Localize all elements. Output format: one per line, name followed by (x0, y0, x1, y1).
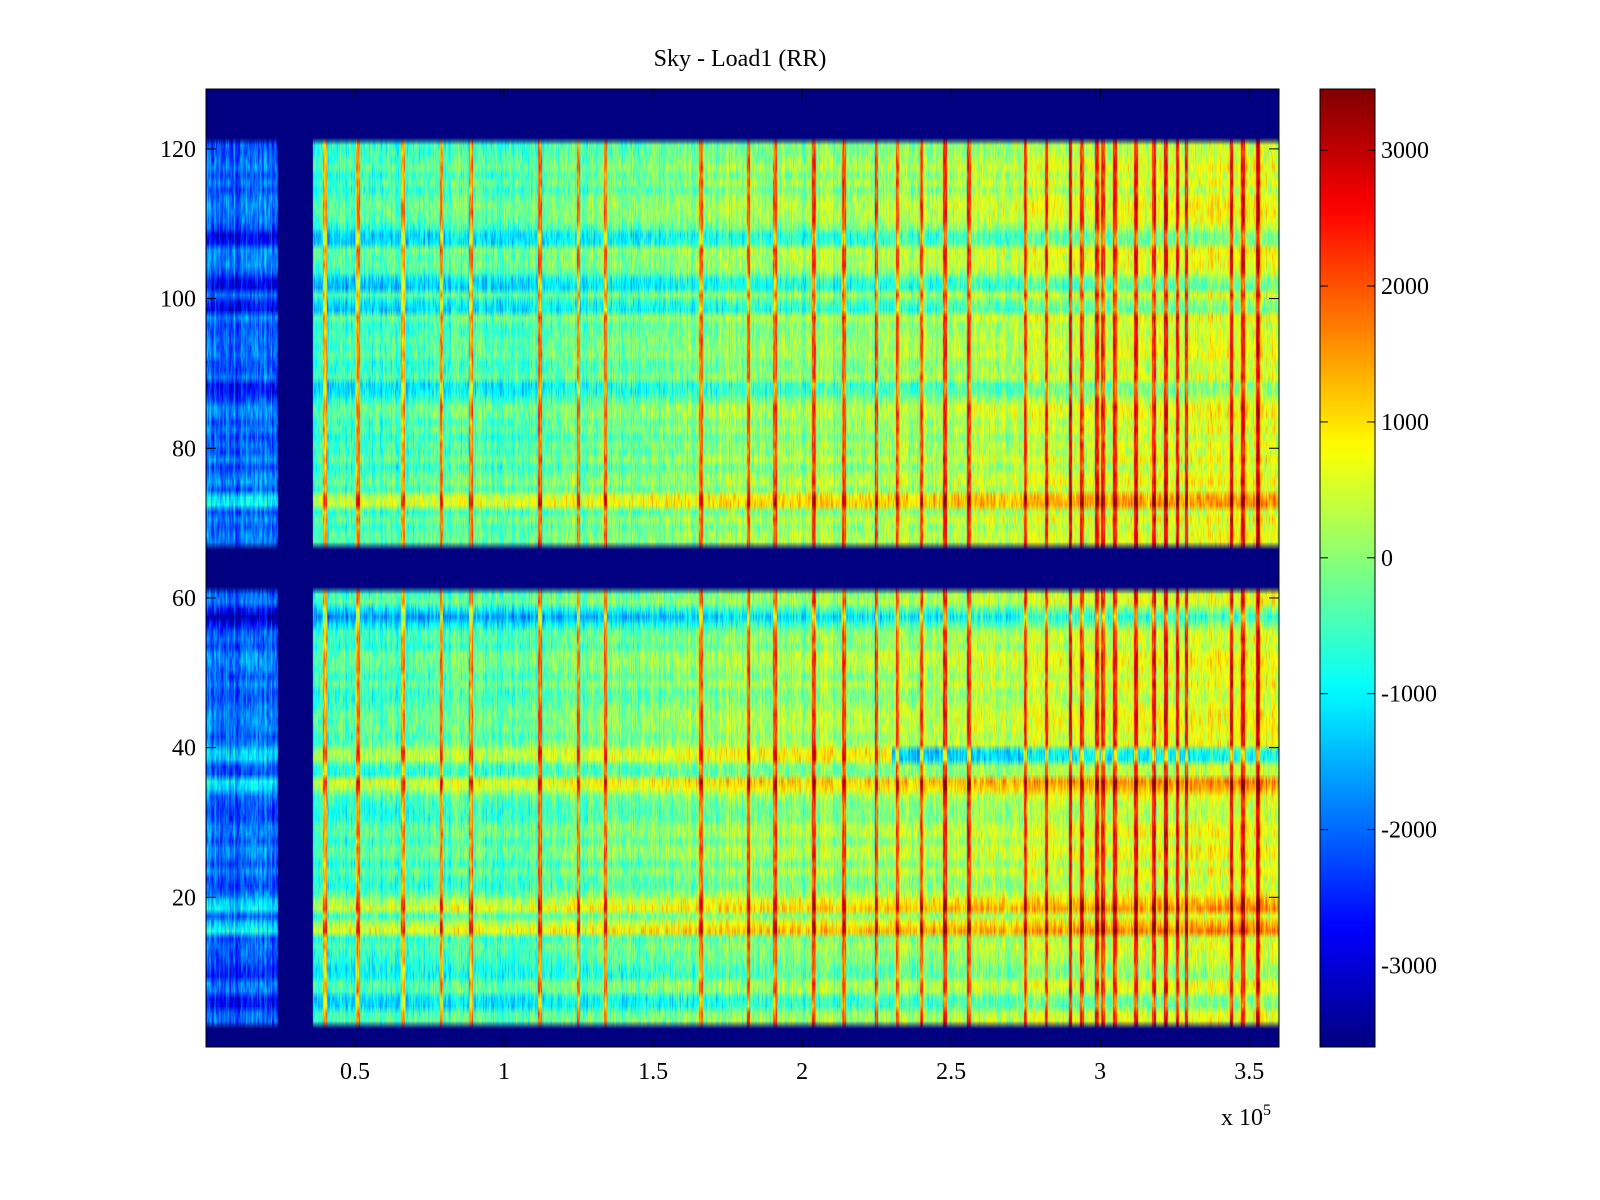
plot-frame (205, 88, 1280, 1048)
x-axis-ticks: 0.5 1 1.5 2 2.5 3 3.5 (340, 89, 1264, 1085)
y-tick-label: 100 (160, 287, 196, 313)
colorbar-ticks: -3000 -2000 -1000 0 1000 2000 3000 (1320, 138, 1437, 979)
colorbar-tick-label: -2000 (1381, 818, 1437, 844)
x-tick-label: 3 (1094, 1059, 1106, 1085)
colorbar-tick-label: 1000 (1381, 410, 1429, 436)
y-axis-ticks: 20 40 60 80 100 120 (160, 137, 1279, 911)
colorbar-tick-label: 3000 (1381, 138, 1429, 164)
colorbar-tick-label: 0 (1381, 546, 1393, 572)
chart-title: Sky - Load1 (RR) (654, 46, 827, 72)
x-tick-label: 3.5 (1234, 1059, 1264, 1085)
colorbar-tick-label: -1000 (1381, 682, 1437, 708)
x-tick-label: 0.5 (340, 1059, 370, 1085)
x-tick-label: 1.5 (638, 1059, 668, 1085)
heatmap-image (206, 89, 1279, 1047)
y-tick-label: 40 (172, 736, 196, 762)
x-tick-label: 1 (498, 1059, 510, 1085)
x-axis-multiplier-exponent: 5 (1263, 1102, 1271, 1119)
x-tick-label: 2 (796, 1059, 808, 1085)
y-tick-label: 80 (172, 436, 196, 462)
x-axis-multiplier-base: x 10 (1221, 1105, 1263, 1131)
colorbar-frame (1319, 88, 1376, 1048)
x-axis-multiplier: x 105 (1221, 1102, 1271, 1131)
y-tick-label: 60 (172, 586, 196, 612)
y-tick-label: 20 (172, 885, 196, 911)
y-tick-label: 120 (160, 137, 196, 163)
colorbar-tick-label: -3000 (1381, 953, 1437, 979)
colorbar-image (1320, 89, 1375, 1047)
colorbar-tick-label: 2000 (1381, 274, 1429, 300)
x-tick-label: 2.5 (936, 1059, 966, 1085)
